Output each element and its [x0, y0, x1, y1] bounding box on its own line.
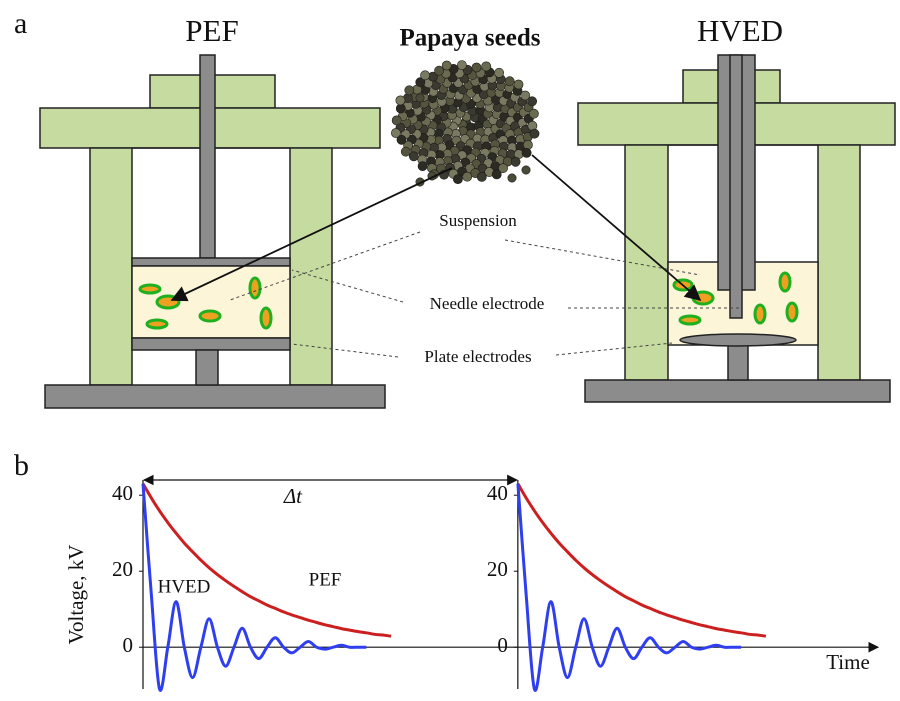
seed-dot [421, 71, 430, 80]
seed-dot [416, 94, 424, 102]
series-line [143, 484, 766, 636]
period-label: Δt [283, 484, 303, 508]
panel-label: a [14, 7, 27, 40]
seed-cluster [391, 61, 539, 187]
seed-dot [522, 166, 530, 174]
seed-dot [511, 157, 520, 166]
hved-title: HVED [697, 13, 783, 48]
seed-dot [396, 96, 405, 105]
panel-label: b [14, 449, 29, 482]
y-tick-label: 40 [487, 481, 508, 505]
hved-chamber [578, 55, 895, 402]
seeds-title: Papaya seeds [400, 25, 541, 52]
seed-dot [442, 61, 451, 70]
voltage-chart: b Voltage, kV Time 0 20 40 0 20 40 Δt PEF HVED [14, 449, 878, 691]
x-axis-title: Time [826, 650, 870, 674]
series-label: PEF [309, 569, 342, 590]
series-label: HVED [158, 576, 211, 597]
y-tick-label: 40 [112, 481, 133, 505]
seed-dot [401, 147, 410, 156]
seed-dot [492, 170, 501, 179]
y-tick-label: 0 [123, 633, 134, 657]
seed-dot [463, 172, 472, 181]
pef-title: PEF [185, 13, 238, 48]
seed-dot [530, 129, 539, 138]
seed-dot [482, 62, 491, 71]
y-tick-label: 0 [497, 633, 508, 657]
y-tick-label: 20 [487, 557, 508, 581]
seed-dot [472, 63, 481, 72]
y-tick-label: 20 [112, 557, 133, 581]
seed-dot [453, 175, 462, 184]
figure: a PEF Papaya seeds HVED [0, 0, 900, 701]
arrow [532, 155, 700, 300]
seed-dot [495, 68, 504, 77]
seed-dot [418, 162, 427, 171]
seed-dot [477, 172, 486, 181]
seed-dot [505, 77, 514, 86]
leader-line [505, 240, 700, 275]
needle-label: Needle electrode [430, 294, 545, 313]
seed-dot [409, 152, 418, 161]
pef-chamber [40, 55, 385, 408]
seed-dot [528, 97, 537, 106]
seed-dot [457, 61, 466, 70]
plate-label: Plate electrodes [424, 347, 531, 366]
seed-dot [514, 80, 523, 89]
seed-dot [405, 86, 414, 95]
seed-dot [529, 109, 538, 118]
seed-dot [523, 140, 532, 149]
seed-dot [508, 174, 516, 182]
suspension-label: Suspension [439, 211, 517, 230]
seed-dot [522, 148, 531, 157]
y-axis-title: Voltage, kV [64, 545, 88, 645]
seed-dot [392, 116, 401, 125]
seed-dot [391, 128, 400, 137]
